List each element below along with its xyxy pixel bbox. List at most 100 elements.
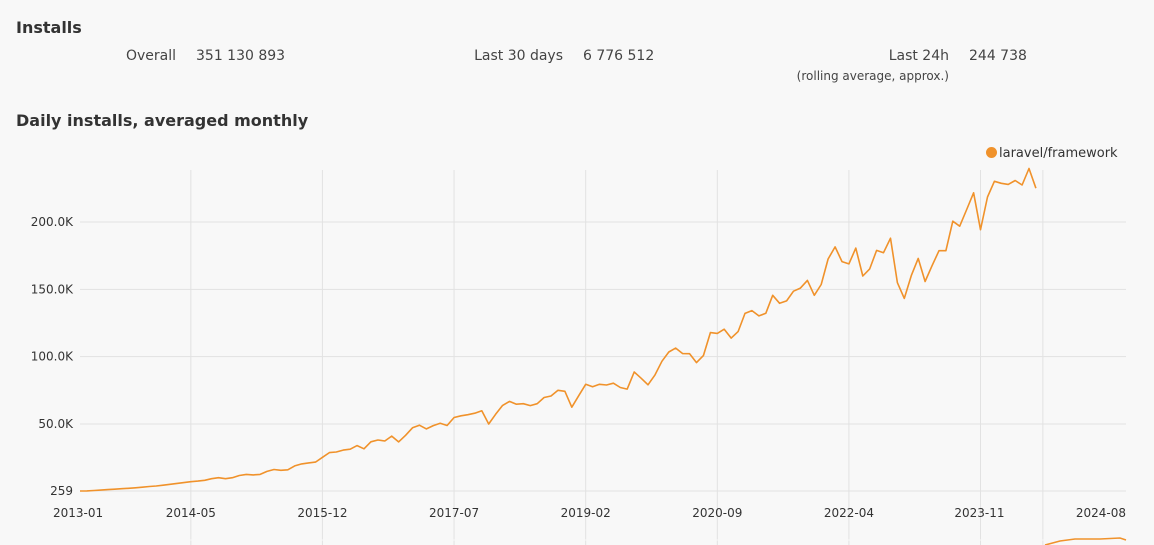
data-point xyxy=(356,445,358,447)
data-point xyxy=(543,397,545,399)
legend-label: laravel/framework xyxy=(999,146,1118,161)
data-point xyxy=(758,315,760,317)
data-point xyxy=(1028,168,1030,170)
data-point xyxy=(121,488,123,490)
data-point xyxy=(599,384,601,386)
data-point xyxy=(911,275,913,277)
data-point xyxy=(530,405,532,407)
data-point xyxy=(723,328,725,330)
data-point xyxy=(460,415,462,417)
data-point xyxy=(952,220,954,222)
data-point xyxy=(1035,187,1037,189)
chart-title: Daily installs, averaged monthly xyxy=(16,111,309,130)
last30-label: Last 30 days xyxy=(474,48,563,64)
data-point xyxy=(453,417,455,419)
data-point xyxy=(128,488,130,490)
data-point xyxy=(287,469,289,471)
data-point xyxy=(620,387,622,389)
data-point xyxy=(703,355,705,357)
data-point xyxy=(502,405,504,407)
data-point xyxy=(869,268,871,270)
data-point xyxy=(633,371,635,373)
overall-label: Overall xyxy=(125,48,176,64)
y-tick-label: 259 xyxy=(50,484,73,498)
data-point xyxy=(661,361,663,363)
data-point xyxy=(266,471,268,473)
data-point xyxy=(786,300,788,302)
data-point xyxy=(246,474,248,476)
data-point xyxy=(876,250,878,252)
x-tick-label: 2015-12 xyxy=(297,506,347,520)
data-point xyxy=(696,362,698,364)
data-point xyxy=(516,403,518,405)
data-point xyxy=(571,406,573,408)
data-point xyxy=(890,237,892,239)
data-point xyxy=(142,486,144,488)
data-point xyxy=(322,457,324,459)
data-point xyxy=(412,427,414,429)
data-point xyxy=(578,395,580,397)
y-tick-label: 200.0K xyxy=(31,215,74,229)
data-point xyxy=(377,439,379,441)
installs-heading: Installs xyxy=(16,18,82,37)
data-point xyxy=(987,196,989,198)
data-point xyxy=(433,425,435,427)
last24-note: (rolling average, approx.) xyxy=(796,69,949,83)
data-point xyxy=(814,295,816,297)
line-chart: 259 50.0K 100.0K 150.0K 200.0K 2013-01 2014-05… xyxy=(0,167,1154,545)
data-point xyxy=(564,391,566,393)
chart-legend[interactable]: laravel/framework xyxy=(986,146,1118,161)
x-tick-label: 2013-01 xyxy=(53,506,103,520)
data-point xyxy=(613,382,615,384)
x-tick-label: 2014-05 xyxy=(166,506,216,520)
data-point xyxy=(398,441,400,443)
data-point xyxy=(744,313,746,315)
data-point xyxy=(654,374,656,376)
data-point xyxy=(897,282,899,284)
data-point xyxy=(308,462,310,464)
data-point xyxy=(280,470,282,472)
data-point xyxy=(800,287,802,289)
data-point xyxy=(149,486,151,488)
last30-value: 6 776 512 xyxy=(583,48,655,64)
data-point xyxy=(495,414,497,416)
x-tick-label: 2017-07 xyxy=(429,506,479,520)
data-point xyxy=(481,410,483,412)
data-point xyxy=(675,347,677,349)
data-point xyxy=(730,337,732,339)
data-point xyxy=(197,480,199,482)
data-point xyxy=(779,303,781,305)
data-point xyxy=(592,386,594,388)
data-point xyxy=(370,441,372,443)
data-point xyxy=(737,331,739,333)
data-point xyxy=(155,485,157,487)
data-point xyxy=(793,290,795,292)
data-point xyxy=(384,440,386,442)
data-point xyxy=(169,484,171,486)
data-point xyxy=(1014,180,1016,182)
data-point xyxy=(682,353,684,355)
data-point xyxy=(363,448,365,450)
data-point xyxy=(488,423,490,425)
data-point xyxy=(183,482,185,484)
data-point xyxy=(107,489,109,491)
y-tick-label: 50.0K xyxy=(38,417,74,431)
data-point xyxy=(772,295,774,297)
data-point xyxy=(557,390,559,392)
data-point xyxy=(204,480,206,482)
data-point xyxy=(391,435,393,437)
data-point xyxy=(100,489,102,491)
data-point xyxy=(259,474,261,476)
data-point xyxy=(945,250,947,252)
x-tick-label: 2024-08 xyxy=(1076,506,1126,520)
data-point xyxy=(439,423,441,425)
overall-value: 351 130 893 xyxy=(196,48,286,64)
data-point xyxy=(349,448,351,450)
data-point xyxy=(1007,184,1009,186)
data-point xyxy=(640,377,642,379)
data-point xyxy=(329,452,331,454)
data-point xyxy=(931,265,933,267)
data-point xyxy=(232,477,234,479)
data-point xyxy=(315,461,317,463)
data-point xyxy=(938,250,940,252)
